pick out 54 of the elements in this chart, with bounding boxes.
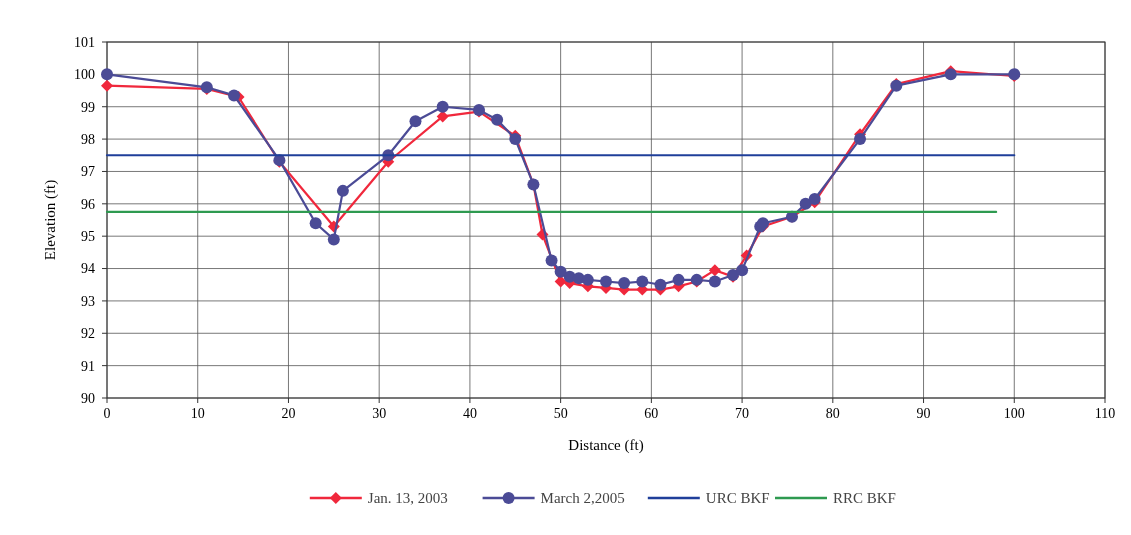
point (545, 254, 558, 267)
point (554, 265, 567, 278)
y-tick-label: 93 (81, 293, 95, 309)
point (101, 68, 113, 81)
point (327, 233, 340, 246)
y-tick-label: 95 (81, 229, 95, 245)
legend-label: URC BKF (705, 490, 770, 507)
legend-label: Jan. 13, 2003 (367, 490, 448, 507)
point (101, 79, 113, 92)
y-tick-label: 90 (81, 390, 95, 406)
x-tick-label: 20 (281, 406, 296, 421)
y-tick-label: 96 (81, 196, 95, 212)
x-tick-label: 40 (462, 406, 477, 421)
point (309, 217, 322, 230)
y-tick-label: 101 (74, 34, 95, 50)
x-tick-label: 50 (553, 406, 568, 421)
legend-label: March 2,2005 (540, 490, 625, 507)
point (708, 275, 721, 288)
point (409, 115, 422, 128)
x-tick-label: 10 (190, 406, 205, 421)
point (436, 100, 449, 113)
y-tick-label: 98 (81, 131, 95, 147)
point (708, 264, 721, 277)
x-tick-label: 100 (1003, 406, 1025, 421)
point (799, 197, 812, 210)
x-tick-label: 0 (103, 406, 111, 421)
x-axis-title: Distance (ft) (568, 437, 644, 454)
point (672, 273, 685, 286)
y-tick-label: 100 (74, 67, 95, 83)
y-tick-label: 97 (81, 164, 95, 180)
legend-label: RRC BKF (833, 490, 896, 507)
point (636, 275, 649, 288)
point (336, 184, 349, 197)
point (600, 275, 612, 288)
x-tick-label: 80 (825, 406, 840, 421)
point (808, 192, 821, 205)
point (491, 113, 504, 126)
point (228, 89, 241, 102)
y-tick-label: 92 (81, 326, 95, 342)
point (509, 133, 522, 146)
y-tick-label: 94 (81, 261, 95, 277)
y-tick-label: 99 (81, 99, 95, 115)
point (854, 133, 867, 146)
y-tick-label: 91 (81, 358, 95, 374)
point (654, 278, 667, 291)
y-axis-title: Elevation (ft) (42, 179, 59, 261)
x-tick-label: 30 (372, 406, 387, 421)
point (581, 273, 594, 286)
point (736, 264, 749, 277)
x-tick-label: 90 (916, 406, 931, 421)
x-tick-label: 70 (735, 406, 750, 421)
x-tick-label: 110 (1094, 406, 1116, 421)
x-tick-label: 60 (644, 406, 659, 421)
point (618, 277, 631, 290)
